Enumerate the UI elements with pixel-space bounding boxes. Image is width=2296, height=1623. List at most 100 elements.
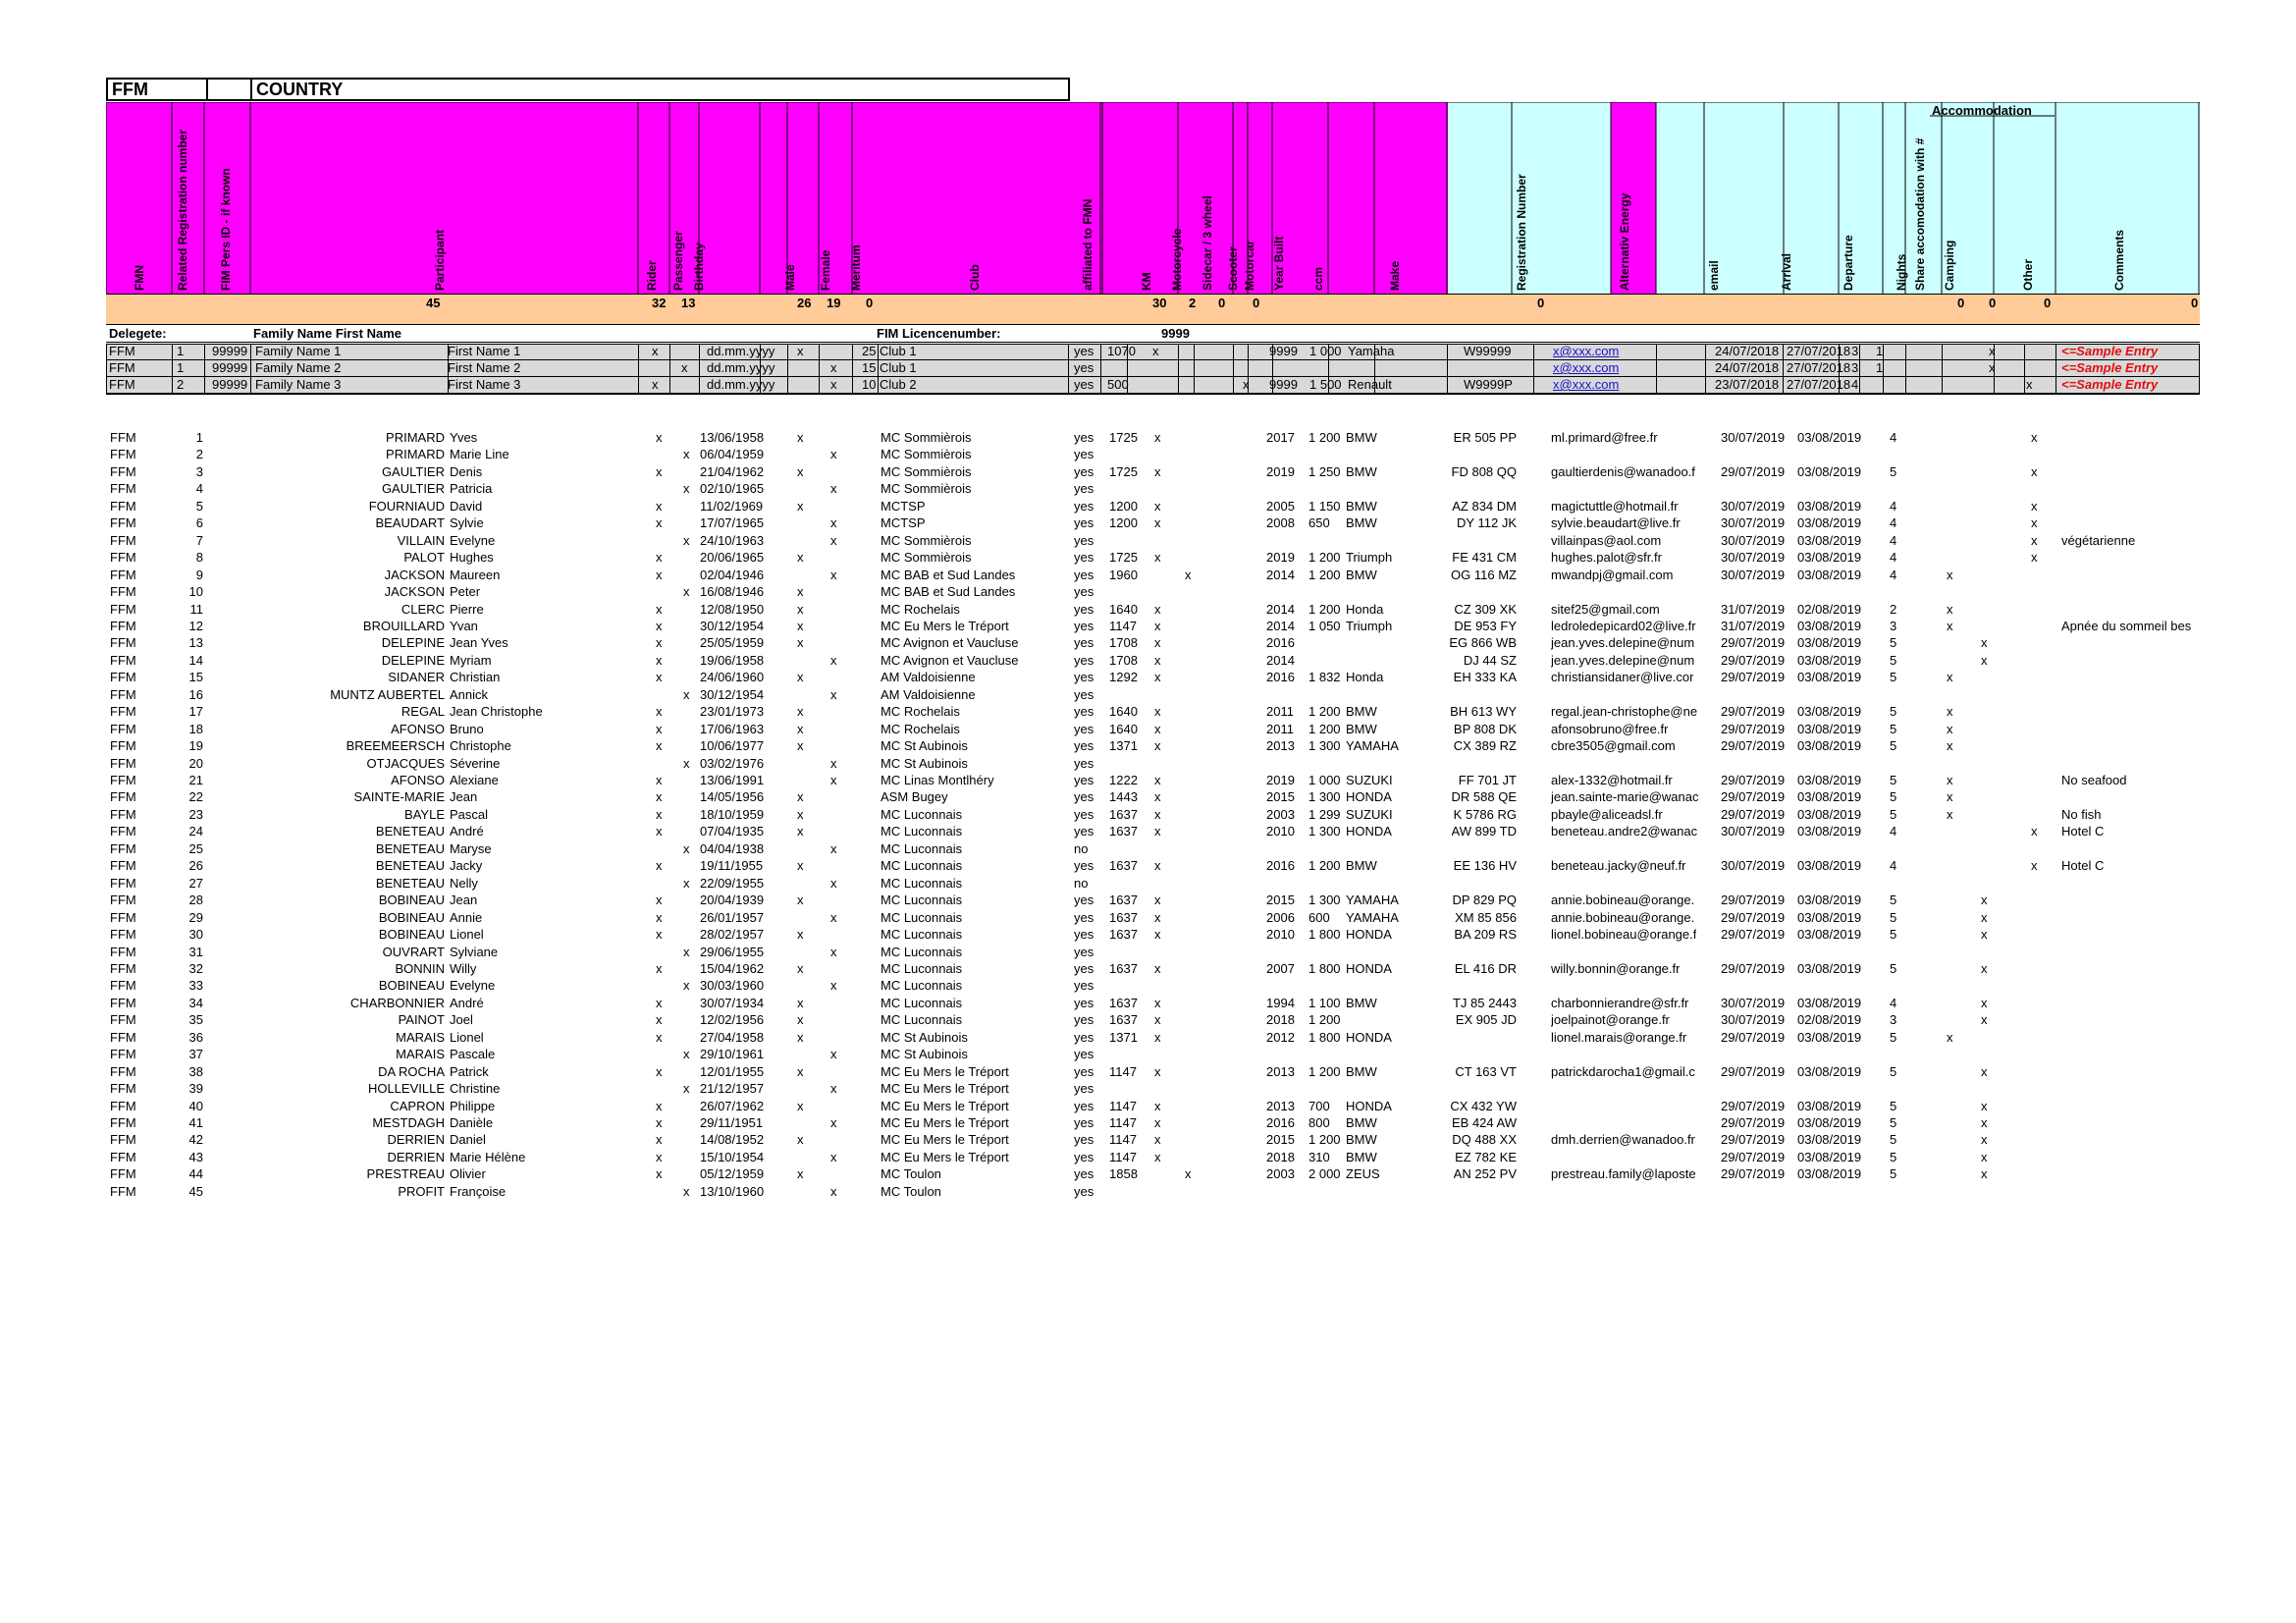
cell-hotel: x — [1981, 1166, 1988, 1182]
cell-registration: EH 333 KA — [1453, 670, 1517, 685]
cell-year-built: 2013 — [1266, 1063, 1295, 1079]
table-row: FFM 24 BENETEAU André x 07/04/1935 x MC Luconna… — [0, 823, 2296, 839]
cell-registration: DE 953 FY — [1454, 618, 1517, 633]
cell-make: YAMAHA — [1346, 738, 1399, 754]
cell-nights: 3 — [1890, 1012, 1897, 1028]
cell-passenger: x — [683, 584, 690, 600]
cell-km: 1147 — [1109, 618, 1137, 633]
cell-passenger: x — [683, 1183, 690, 1199]
email-link[interactable]: x@xxx.com — [1553, 344, 1620, 358]
cell-rider: x — [656, 960, 663, 976]
cell-affiliated: yes — [1074, 1132, 1095, 1148]
sample-female: x — [830, 360, 837, 375]
cell-birthday: 23/01/1973 — [700, 704, 765, 720]
column-header: Club — [968, 264, 982, 291]
cell-birthday: 27/04/1958 — [700, 1029, 765, 1045]
cell-departure: 03/08/2019 — [1797, 721, 1862, 736]
cell-arrival: 29/07/2019 — [1721, 773, 1786, 787]
cell-male: x — [797, 858, 804, 874]
cell-registration: FE 431 CM — [1452, 550, 1517, 566]
cell-birthday: 02/04/1946 — [700, 567, 765, 582]
column-header: Year Built — [1272, 236, 1286, 291]
table-row: FFM 42 DERRIEN Daniel x 14/08/1952 x MC Eu Mers… — [0, 1131, 2296, 1148]
sample-arr: 24/07/2018 — [1715, 360, 1780, 375]
cell-fed: FFM — [110, 635, 136, 651]
sample-hotel: x — [1989, 344, 1996, 358]
cell-affiliated: yes — [1074, 447, 1095, 462]
cell-sidecar: x — [1185, 567, 1192, 582]
cell-fed: FFM — [110, 960, 136, 976]
cell-email: afonsobruno@free.fr — [1551, 721, 1669, 736]
cell-fed: FFM — [110, 978, 136, 994]
cell-last-name: BROUILLARD — [362, 618, 445, 633]
cell-fed: FFM — [110, 1012, 136, 1028]
cell-fed: FFM — [110, 1081, 136, 1097]
cell-rider: x — [656, 789, 663, 805]
cell-birthday: 30/12/1954 — [700, 686, 765, 702]
cell-female: x — [830, 1047, 837, 1062]
cell-club: MCTSP — [881, 498, 926, 514]
table-row: FFM 14 DELEPINE Myriam x 19/06/1958 x MC Avigno… — [0, 652, 2296, 669]
cell-first-name: Marie Line — [450, 447, 509, 462]
cell-share: x — [1947, 738, 1953, 754]
cell-rider: x — [656, 806, 663, 822]
cell-ccm: 1 200 — [1308, 601, 1341, 617]
email-link[interactable]: x@xxx.com — [1553, 377, 1620, 392]
email-link[interactable]: x@xxx.com — [1553, 360, 1620, 375]
cell-hotel: x — [1981, 1149, 1988, 1164]
sample-email[interactable]: x@xxx.com — [1553, 343, 1619, 359]
cell-year-built: 2019 — [1266, 550, 1295, 566]
cell-first-name: Christine — [450, 1081, 501, 1097]
sample-dep: 27/07/2018 — [1787, 377, 1851, 392]
cell-motorcycle: x — [1154, 463, 1161, 479]
cell-departure: 03/08/2019 — [1797, 1029, 1862, 1045]
cell-registration: BH 613 WY — [1450, 704, 1517, 720]
cell-departure: 03/08/2019 — [1797, 960, 1862, 976]
cell-male: x — [797, 927, 804, 943]
cell-fed: FFM — [110, 840, 136, 856]
cell-affiliated: yes — [1074, 670, 1095, 685]
cell-departure: 02/08/2019 — [1797, 601, 1862, 617]
cell-year-built: 2007 — [1266, 960, 1295, 976]
cell-departure: 03/08/2019 — [1797, 463, 1862, 479]
table-row: FFM 33 BOBINEAU Evelyne x 30/03/1960 x MC Lucon… — [0, 977, 2296, 994]
cell-birthday: 07/04/1935 — [700, 824, 765, 839]
cell-km: 1637 — [1109, 806, 1138, 822]
cell-first-name: Jean Christophe — [450, 704, 543, 720]
cell-birthday: 12/02/1956 — [700, 1012, 765, 1028]
cell-birthday: 20/04/1939 — [700, 893, 765, 908]
cell-nights: 4 — [1890, 550, 1897, 566]
cell-birthday: 12/08/1950 — [700, 601, 765, 617]
sample-moto: x — [1152, 344, 1159, 358]
cell-club: MC Toulon — [881, 1183, 941, 1199]
cell-club: MC BAB et Sud Landes — [881, 584, 1016, 600]
cell-rider: x — [656, 893, 663, 908]
cell-birthday: 04/04/1938 — [700, 840, 765, 856]
sample-email[interactable]: x@xxx.com — [1553, 359, 1619, 376]
cell-male: x — [797, 670, 804, 685]
sample-email[interactable]: x@xxx.com — [1553, 376, 1619, 393]
cell-affiliated: yes — [1074, 978, 1095, 994]
cell-ccm: 1 300 — [1308, 824, 1341, 839]
cell-female: x — [830, 1115, 837, 1130]
cell-club: MC Luconnais — [881, 960, 963, 976]
cell-last-name: DERRIEN — [387, 1132, 445, 1148]
cell-num: 36 — [188, 1029, 203, 1045]
cell-male: x — [797, 1166, 804, 1182]
cell-ccm: 1 800 — [1308, 960, 1341, 976]
cell-birthday: 17/06/1963 — [700, 721, 765, 736]
cell-arrival: 29/07/2019 — [1721, 909, 1786, 925]
cell-fed: FFM — [110, 1029, 136, 1045]
cell-nights: 5 — [1890, 704, 1897, 720]
cell-first-name: André — [450, 824, 484, 839]
sum-meritum: 0 — [866, 296, 874, 310]
cell-last-name: BENETEAU — [375, 858, 445, 874]
title-bar: FFM COUNTRY — [106, 78, 1070, 101]
sample-first: First Name 2 — [448, 360, 521, 375]
cell-male: x — [797, 1012, 804, 1028]
cell-departure: 03/08/2019 — [1797, 893, 1862, 908]
cell-club: MC St Aubinois — [881, 738, 968, 754]
cell-birthday: 17/07/1965 — [700, 515, 765, 531]
cell-arrival: 29/07/2019 — [1721, 721, 1786, 736]
cell-fed: FFM — [110, 686, 136, 702]
